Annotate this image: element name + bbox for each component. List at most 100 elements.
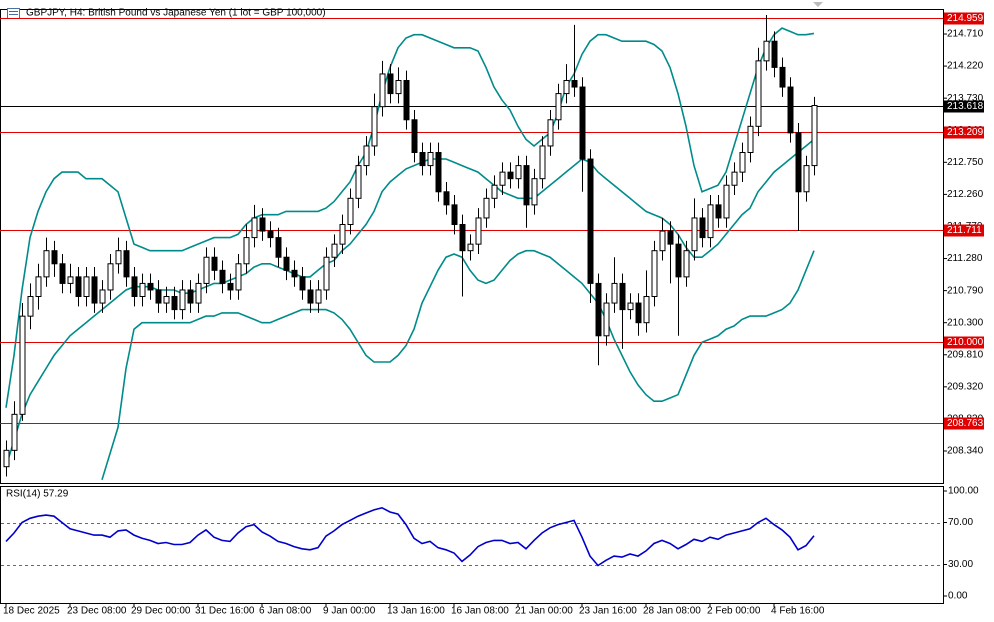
candle-body: [147, 282, 154, 291]
bollinger-line: [5, 27, 815, 408]
y-tick-label: 209.810: [947, 349, 984, 360]
x-tick-label: 23 Jan 16:00: [579, 606, 637, 617]
candle-body: [91, 276, 98, 304]
level-label: 210.000: [947, 337, 984, 348]
overlay: 214.710214.220213.730213.240212.750212.2…: [1, 12, 984, 617]
y-tick-label: 208.340: [947, 446, 984, 457]
candle-body: [107, 263, 114, 291]
candle-body: [467, 243, 474, 252]
y-tick-label: 214.220: [947, 61, 984, 72]
rsi-tick-label: 0.00: [948, 591, 968, 602]
candle-body: [483, 197, 490, 219]
y-tick-label: 210.790: [947, 285, 984, 296]
candle-body: [451, 204, 458, 226]
candle-body: [363, 145, 370, 167]
candle-body: [67, 276, 74, 284]
candle-body: [803, 165, 810, 193]
level-label: 213.209: [947, 127, 984, 138]
candle-body: [747, 125, 754, 154]
level-tag: [944, 336, 984, 349]
candle-body: [379, 73, 386, 108]
candle-body: [59, 263, 66, 284]
level-tag: [944, 417, 984, 430]
candle-body: [75, 276, 82, 298]
candle-body: [35, 276, 42, 298]
candle-body: [419, 152, 426, 167]
candle-body: [723, 184, 730, 219]
candle-body: [611, 282, 618, 304]
candle-body: [203, 256, 210, 284]
candle-body: [387, 73, 394, 95]
x-tick-label: 21 Jan 00:00: [515, 606, 573, 617]
candle-body: [507, 171, 514, 180]
candle-body: [291, 269, 298, 278]
candle-body: [523, 165, 530, 206]
x-tick-label: 29 Dec 00:00: [131, 606, 191, 617]
candle-body: [395, 79, 402, 95]
y-tick-label: 210.300: [947, 317, 984, 328]
candle-body: [51, 250, 58, 265]
level-tag: [944, 224, 984, 237]
candle-body: [811, 105, 818, 167]
candle-body: [715, 204, 722, 219]
candle-body: [195, 282, 202, 304]
candle-body: [307, 289, 314, 304]
candle-body: [563, 79, 570, 95]
candle-body: [795, 132, 802, 193]
candle-body: [339, 224, 346, 245]
candle-body: [643, 296, 650, 324]
y-tick-label: 213.730: [947, 93, 984, 104]
symbol-icon: [7, 8, 20, 19]
candle-body: [443, 191, 450, 206]
x-tick-label: 9 Jan 00:00: [323, 606, 376, 617]
candle-body: [27, 296, 34, 317]
candle-body: [19, 315, 26, 415]
rsi-title: RSI(14) 57.29: [6, 489, 69, 500]
candle-body: [267, 230, 274, 239]
candle-body: [499, 171, 506, 186]
candle-body: [787, 86, 794, 134]
chart-title: GBPJPY, H4: British Pound vs Japanese Ye…: [26, 8, 326, 19]
candle-body: [699, 217, 706, 239]
x-tick-label: 13 Jan 16:00: [387, 606, 445, 617]
candle-body: [555, 93, 562, 121]
candle-body: [539, 145, 546, 180]
candle-body: [99, 289, 106, 304]
candle-body: [243, 237, 250, 265]
candle-body: [371, 106, 378, 147]
candle-body: [763, 40, 770, 62]
candle-body: [435, 152, 442, 193]
candle-body: [283, 256, 290, 271]
candle-body: [347, 197, 354, 226]
price-tag: [944, 100, 984, 113]
y-tick-label: 212.750: [947, 157, 984, 168]
candle-body: [707, 204, 714, 239]
candle-body: [603, 302, 610, 337]
candle-body: [691, 217, 698, 252]
x-tick-label: 2 Feb 00:00: [707, 606, 761, 617]
candle-body: [739, 152, 746, 173]
candle-body: [547, 119, 554, 147]
y-tick-label: 212.260: [947, 189, 984, 200]
main-frame: [0, 9, 944, 484]
candle-body: [427, 152, 434, 167]
y-tick-label: 214.710: [947, 29, 984, 40]
rsi-tick-label: 100.00: [948, 486, 979, 497]
candle-body: [299, 276, 306, 291]
candle-body: [331, 243, 338, 258]
candle-body: [587, 158, 594, 284]
candle-body: [315, 289, 322, 304]
candle-body: [3, 449, 10, 468]
x-tick-label: 18 Dec 2025: [3, 606, 60, 617]
x-tick-label: 6 Jan 08:00: [259, 606, 312, 617]
x-tick-label: 4 Feb 16:00: [771, 606, 825, 617]
y-tick-label: 209.320: [947, 381, 984, 392]
y-tick-label: 211.280: [947, 253, 983, 264]
candle-body: [619, 282, 626, 311]
candle-body: [667, 230, 674, 245]
level-label: 208.763: [947, 418, 984, 429]
candle-body: [683, 250, 690, 278]
level-tag: [944, 126, 984, 139]
level-label: 211.711: [947, 225, 982, 236]
